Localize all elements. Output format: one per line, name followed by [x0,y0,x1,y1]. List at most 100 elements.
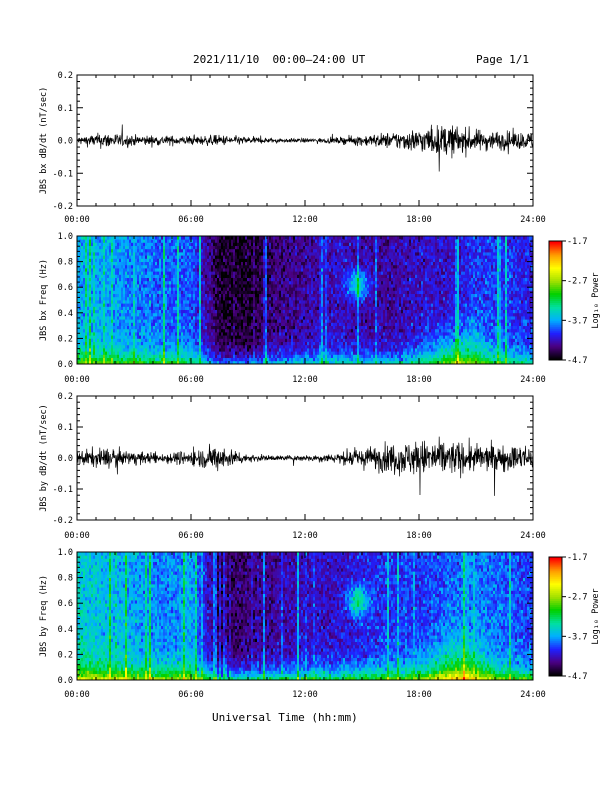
heatmap-cell [285,242,288,246]
heatmap-cell [305,325,308,330]
heatmap-cell [173,316,176,320]
heatmap-cell [89,328,92,333]
heatmap-cell [213,296,216,301]
heatmap-cell [137,319,140,323]
heatmap-cell [137,322,140,326]
heatmap-cell [189,360,192,365]
heatmap-cell [137,245,140,250]
heatmap-cell [289,300,292,304]
heatmap-cell [293,312,296,317]
heatmap-cell [249,351,252,355]
heatmap-cell [155,258,158,262]
heatmap-cell [225,274,228,278]
heatmap-cell [281,338,284,342]
heatmap-cell [155,271,158,275]
heatmap-cell [169,319,172,323]
heatmap-cell [255,328,258,333]
heatmap-cell [141,252,144,256]
heatmap-cell [85,354,88,358]
heatmap-cell [247,252,250,256]
heatmap-cell [283,309,286,314]
heatmap-cell [229,335,232,339]
heatmap-cell [201,338,204,342]
heatmap-cell [263,296,266,301]
heatmap-cell [261,258,264,262]
heatmap-cell [227,264,230,269]
heatmap-cell [83,261,86,266]
heatmap-cell [209,248,212,253]
heatmap-cell [259,277,262,282]
heatmap-cell [259,354,262,358]
heatmap-cell [287,357,290,362]
heatmap-cell [149,261,152,266]
heatmap-cell [149,268,152,272]
heatmap-cell [287,290,290,294]
heatmap-cell [285,255,288,259]
heatmap-cell [121,312,124,317]
heatmap-cell [101,338,104,342]
heatmap-cell [101,325,104,330]
heatmap-cell [83,293,86,298]
heatmap-cell [97,268,100,272]
heatmap-cell [259,245,262,250]
heatmap-cell [285,261,288,266]
heatmap-cell [239,252,242,256]
heatmap-cell [235,338,238,342]
heatmap-cell [165,268,168,272]
heatmap-cell [103,312,106,317]
heatmap-cell [287,360,290,365]
heatmap-cell [85,239,88,243]
heatmap-cell [151,261,154,266]
heatmap-cell [175,264,178,269]
heatmap-cell [205,312,208,317]
heatmap-cell [219,271,222,275]
heatmap-cell [199,245,202,250]
heatmap-cell [259,300,262,304]
heatmap-cell [183,316,186,320]
heatmap-cell [299,354,302,358]
heatmap-cell [85,296,88,301]
heatmap-cell [297,284,300,288]
heatmap-cell [299,300,302,304]
heatmap-cell [131,280,134,285]
heatmap-cell [145,287,148,291]
heatmap-cell [139,335,142,339]
heatmap-cell [229,261,232,266]
heatmap-cell [183,322,186,326]
heatmap-cell [95,332,98,336]
heatmap-cell [265,341,268,346]
heatmap-cell [295,242,298,246]
heatmap-cell [287,344,290,349]
heatmap-cell [255,280,258,285]
heatmap-cell [79,357,82,362]
heatmap-cell [177,354,180,358]
heatmap-cell [241,351,244,355]
heatmap-cell [199,319,202,323]
heatmap-cell [167,348,170,352]
heatmap-cell [253,348,256,352]
heatmap-cell [117,264,120,269]
heatmap-cell [235,245,238,250]
heatmap-cell [273,236,276,240]
heatmap-cell [287,325,290,330]
heatmap-cell [77,258,80,262]
heatmap-cell [85,293,88,298]
heatmap-cell [245,348,248,352]
heatmap-cell [193,360,196,365]
heatmap-cell [119,245,122,250]
heatmap-cell [127,290,130,294]
heatmap-cell [183,274,186,278]
heatmap-cell [285,328,288,333]
heatmap-cell [93,268,96,272]
heatmap-cell [225,309,228,314]
heatmap-cell [219,322,222,326]
heatmap-cell [191,309,194,314]
heatmap-cell [195,261,198,266]
heatmap-cell [125,264,128,269]
heatmap-cell [193,316,196,320]
heatmap-cell [183,271,186,275]
heatmap-cell [105,271,108,275]
heatmap-cell [97,261,100,266]
y-tick-label: -0.1 [53,169,73,179]
heatmap-cell [137,258,140,262]
